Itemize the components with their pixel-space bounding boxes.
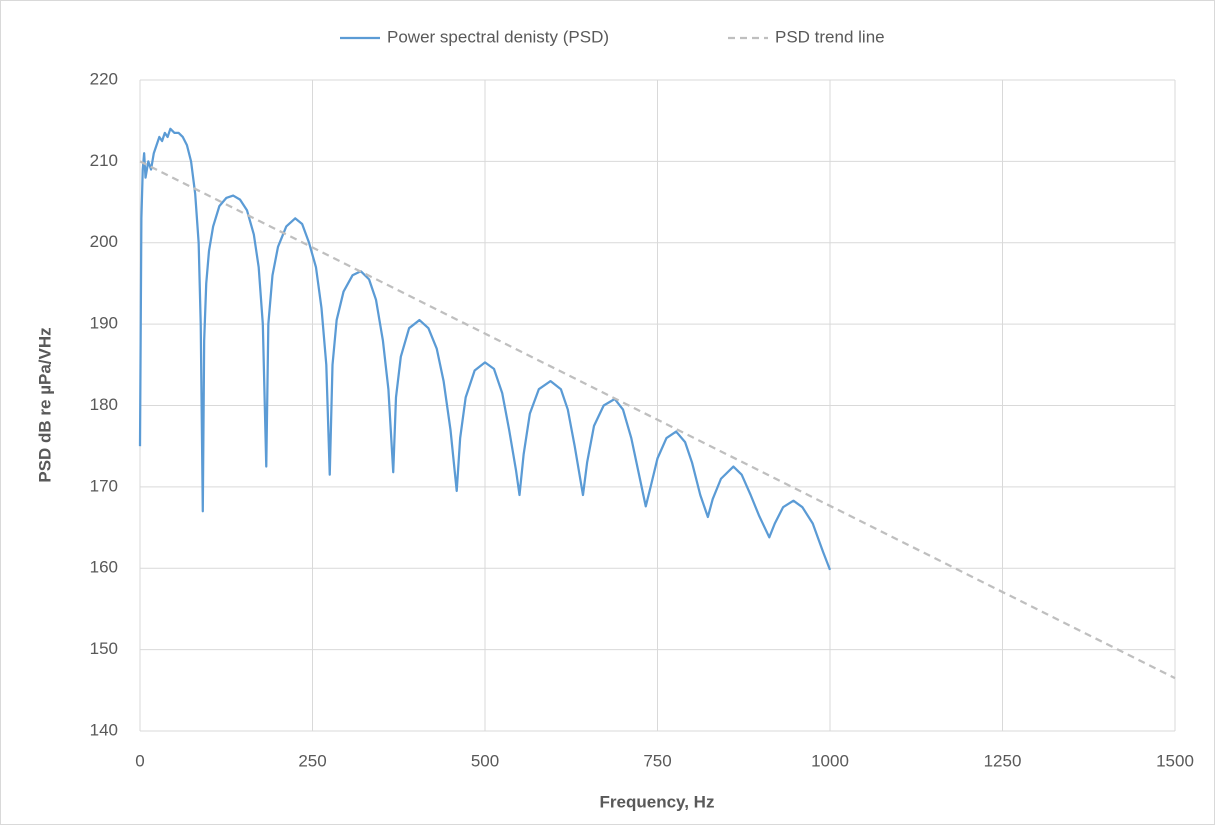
x-tick-label: 0 <box>135 751 144 770</box>
y-tick-label: 160 <box>90 558 118 577</box>
legend-label: Power spectral denisty (PSD) <box>387 27 609 46</box>
x-tick-label: 500 <box>471 751 499 770</box>
y-tick-label: 190 <box>90 314 118 333</box>
x-tick-label: 1250 <box>984 751 1022 770</box>
y-tick-label: 220 <box>90 69 118 88</box>
x-tick-label: 750 <box>643 751 671 770</box>
y-tick-label: 170 <box>90 476 118 495</box>
y-tick-label: 210 <box>90 151 118 170</box>
legend-label: PSD trend line <box>775 27 885 46</box>
y-tick-label: 150 <box>90 639 118 658</box>
y-tick-label: 140 <box>90 720 118 739</box>
series-line <box>139 160 1176 680</box>
y-axis-title: PSD dB re µPa/VHz <box>35 327 54 482</box>
y-tick-label: 180 <box>90 395 118 414</box>
x-axis-title: Frequency, Hz <box>600 792 715 811</box>
series-line <box>138 127 832 571</box>
x-tick-label: 1500 <box>1156 751 1194 770</box>
x-tick-label: 250 <box>298 751 326 770</box>
x-tick-label: 1000 <box>811 751 849 770</box>
y-tick-label: 200 <box>90 232 118 251</box>
